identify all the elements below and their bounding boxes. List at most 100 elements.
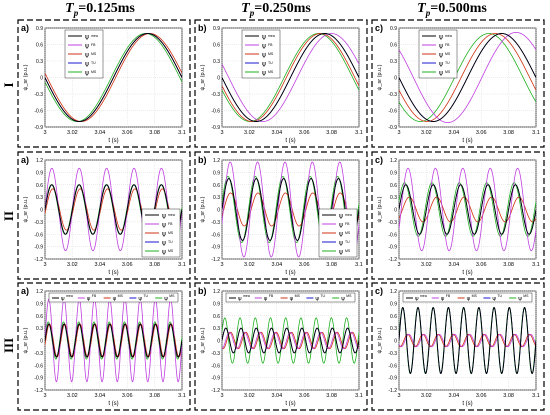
series-line-MS2 — [399, 33, 536, 122]
y-tick-label: 0.6 — [36, 314, 43, 320]
legend-label: MS — [445, 52, 451, 56]
x-axis-label: t (s) — [108, 401, 118, 407]
panel-letter: c) — [375, 23, 383, 33]
x-tick-label: 3.04 — [271, 262, 282, 268]
panel-letter: a) — [21, 155, 29, 165]
x-tick-label: 3.06 — [299, 393, 310, 399]
x-tick-label: 3.02 — [421, 262, 432, 268]
legend-symbol: ψ — [439, 34, 443, 41]
y-tick-label: -0.9 — [34, 376, 43, 382]
x-tick-label: 3.04 — [94, 130, 105, 136]
y-tick-label: -1.2 — [211, 257, 220, 263]
y-tick-label: -0.6 — [211, 232, 220, 238]
x-tick-label: 3 — [43, 393, 46, 399]
x-tick-label: 3 — [397, 393, 400, 399]
x-tick-label: 3.08 — [149, 393, 160, 399]
y-tick-label: 1.2 — [213, 158, 220, 164]
x-tick-label: 3.1 — [355, 130, 363, 136]
legend-label: FB — [446, 294, 451, 298]
series-line-MS2 — [45, 33, 182, 122]
x-tick-label: 3.1 — [355, 262, 363, 268]
y-tick-label: -1.2 — [34, 388, 43, 394]
y-tick-label: -0.9 — [211, 376, 220, 382]
panel-dashed-border — [371, 19, 545, 148]
x-tick-label: 3.06 — [299, 130, 310, 136]
legend-symbol: ψ — [85, 70, 89, 77]
series-line-MS — [45, 188, 182, 231]
y-tick-label: -0.6 — [388, 232, 397, 238]
y-tick-label: 0 — [40, 76, 43, 82]
panel-letter: a) — [21, 286, 29, 296]
legend-label: mea — [66, 294, 73, 298]
legend-symbol: ψ — [262, 61, 266, 68]
panel-letter: a) — [21, 23, 29, 33]
y-tick-label: -0.9 — [211, 125, 220, 131]
legend-symbol: ψ — [61, 296, 65, 302]
legend-symbol: ψ — [262, 43, 266, 50]
legend-symbol: ψ — [87, 296, 91, 302]
x-tick-label: 3.04 — [448, 262, 459, 268]
legend-symbol: ψ — [467, 296, 471, 302]
legend-label: MS — [118, 294, 124, 298]
y-tick-label: -0.3 — [388, 220, 397, 226]
x-tick-label: 3.06 — [122, 262, 133, 268]
y-tick-label: -0.9 — [211, 245, 220, 251]
x-axis-label: t (s) — [285, 401, 295, 407]
y-axis-label: ψ_sr (p.u.) — [200, 196, 206, 222]
series-line-mea — [45, 184, 182, 235]
legend-symbol: ψ — [85, 61, 89, 68]
x-tick-label: 3.04 — [448, 130, 459, 136]
x-tick-label: 3.08 — [503, 262, 514, 268]
legend-symbol: ψ — [162, 222, 166, 229]
column-header-value: =0.500ms — [430, 1, 487, 16]
legend-symbol: ψ — [85, 52, 89, 59]
legend-symbol: ψ — [439, 70, 443, 77]
column-header: Tp=0.125ms — [10, 1, 190, 18]
y-tick-label: -0.3 — [211, 220, 220, 226]
x-tick-label: 3.02 — [244, 262, 255, 268]
panel-dashed-border — [17, 151, 191, 280]
x-tick-label: 3.1 — [532, 130, 540, 136]
x-tick-label: 3.08 — [149, 130, 160, 136]
y-tick-label: 0.3 — [36, 195, 43, 201]
legend-label: MS — [523, 294, 529, 298]
legend-symbol: ψ — [164, 296, 168, 302]
series-line-MS — [45, 33, 182, 122]
y-tick-label: 0.3 — [390, 326, 397, 332]
legend-label: mea — [268, 34, 275, 38]
x-axis-label: t (s) — [462, 138, 472, 144]
panel-letter: b) — [198, 286, 207, 296]
y-tick-label: 0.9 — [390, 301, 397, 307]
y-tick-label: 0 — [394, 208, 397, 214]
series-line-MS — [399, 196, 536, 223]
legend-label: MS — [472, 294, 478, 298]
legend-symbol: ψ — [85, 34, 89, 41]
legend-label: MS — [445, 70, 451, 74]
series-line-FB — [222, 33, 359, 122]
y-tick-label: 0.6 — [390, 183, 397, 189]
series-line-MS2 — [399, 182, 536, 237]
legend-label: mea — [445, 34, 452, 38]
legend-label: MS — [169, 294, 175, 298]
y-tick-label: 0.3 — [390, 195, 397, 201]
x-tick-label: 3.06 — [476, 130, 487, 136]
x-tick-label: 3.06 — [122, 393, 133, 399]
x-axis-label: t (s) — [285, 270, 295, 276]
y-tick-label: -0.6 — [34, 363, 43, 369]
y-axis-label: ψ_sr (p.u.) — [23, 64, 29, 90]
series-line-mea — [399, 184, 536, 235]
legend-label: FB — [268, 43, 273, 47]
legend-symbol: ψ — [264, 296, 268, 302]
y-axis-label: ψ_sr (p.u.) — [200, 64, 206, 90]
legend-label: MS — [168, 231, 174, 235]
x-tick-label: 3.02 — [67, 393, 78, 399]
y-tick-label: -0.3 — [34, 220, 43, 226]
panel-dashed-border — [194, 151, 368, 280]
y-tick-label: -0.6 — [34, 109, 43, 115]
x-tick-label: 3 — [220, 262, 223, 268]
column-header-value: =0.250ms — [254, 1, 311, 16]
legend-symbol: ψ — [262, 34, 266, 41]
x-tick-label: 3.1 — [532, 393, 540, 399]
